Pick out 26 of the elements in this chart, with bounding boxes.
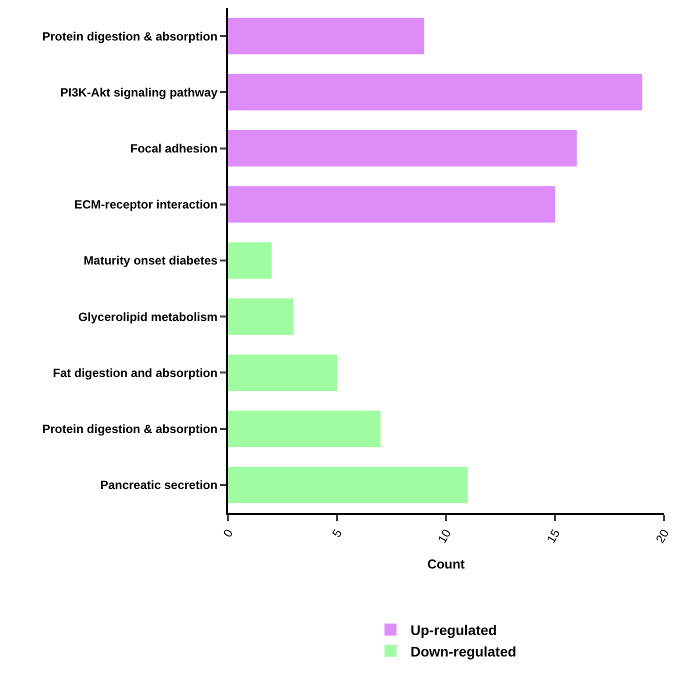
y-tick-label: Focal adhesion	[130, 141, 218, 156]
y-tick-label: Maturity onset diabetes	[84, 254, 218, 268]
y-tick-label: Fat digestion and absorption	[52, 366, 218, 380]
x-tick-label: 0	[220, 526, 236, 540]
legend-label: Down-regulated	[410, 643, 516, 660]
bar	[228, 410, 381, 448]
bar	[228, 18, 424, 54]
bar	[228, 130, 577, 167]
x-tick-label: 15	[544, 526, 563, 546]
bar	[228, 242, 272, 279]
legend-label: Up-regulated	[410, 622, 497, 638]
x-tick-label: 5	[329, 526, 345, 540]
y-tick-label: Protein digestion & absorption	[42, 422, 218, 436]
bar	[228, 74, 642, 110]
bar	[228, 186, 555, 223]
x-tick-label: 20	[652, 526, 672, 546]
y-tick-label: Pancreatic secretion	[100, 478, 218, 492]
y-tick-label: PI3K-Akt signaling pathway	[60, 85, 218, 100]
bar	[228, 354, 337, 391]
y-tick-label: Glycerolipid metabolism	[78, 310, 218, 324]
y-tick-label: ECM-receptor interaction	[74, 198, 218, 212]
x-axis-title: Count	[427, 556, 466, 572]
x-tick-label: 10	[434, 526, 454, 546]
y-tick-label: Protein digestion & absorption	[42, 29, 218, 44]
bar	[228, 466, 468, 504]
bar	[228, 298, 294, 335]
